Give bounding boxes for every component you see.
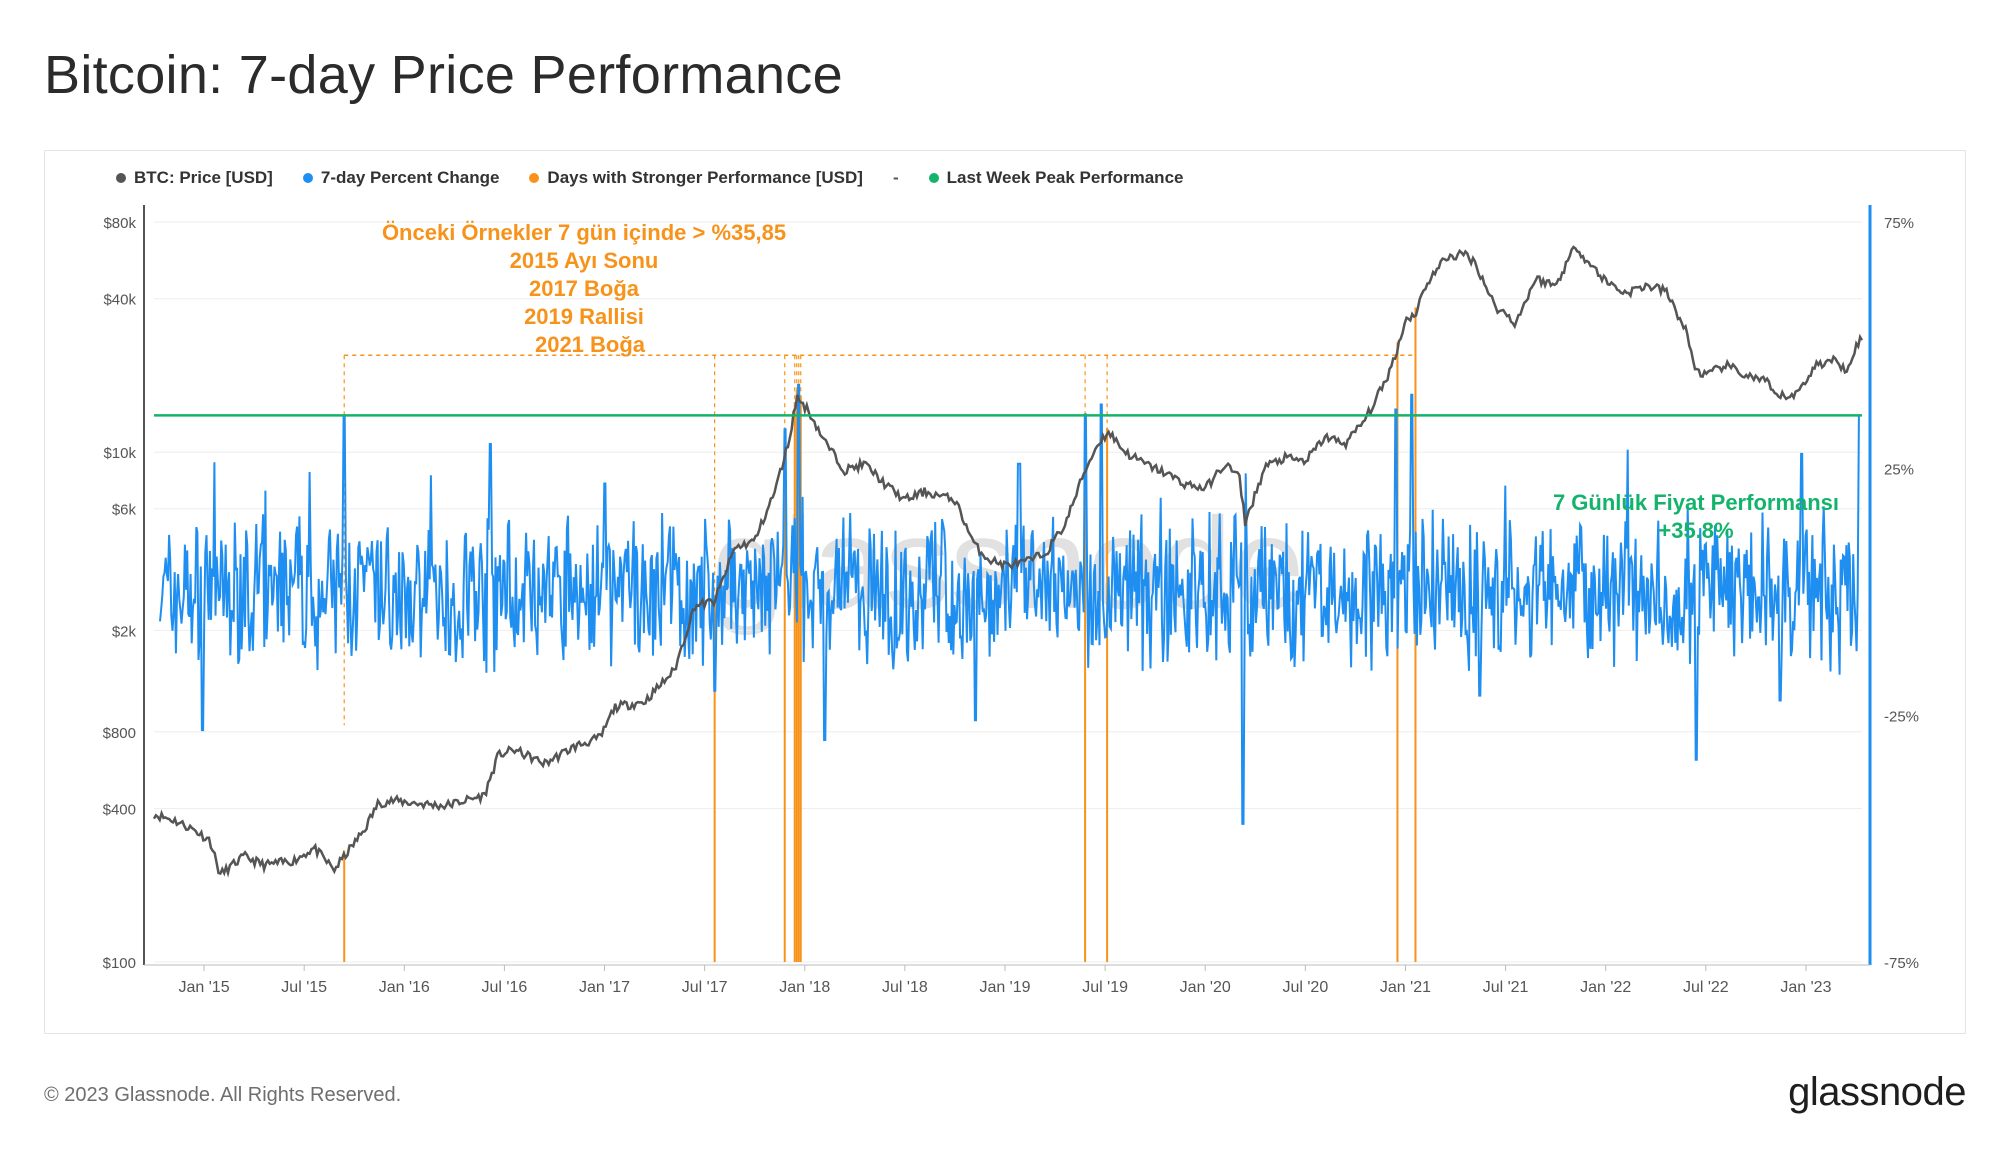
left-tick-label: $2k (112, 623, 137, 640)
x-tick-label: Jul '16 (482, 979, 528, 996)
brand-logo[interactable]: glassnode (1788, 1070, 1966, 1114)
x-tick-label: Jul '21 (1483, 979, 1529, 996)
left-tick-label: $6k (112, 502, 137, 519)
axes: $100 $400 $800 $2k $6k $10k $40k $80k 75% 25% -25%… (103, 205, 1919, 996)
pct-change-line (159, 383, 1860, 825)
annotation-green-line: 7 Günlük Fiyat Performansı (1553, 490, 1839, 515)
legend-label: Last Week Peak Performance (946, 168, 1184, 187)
right-tick-label: -25% (1884, 708, 1919, 725)
legend-item-price[interactable]: BTC: Price [USD] (116, 168, 273, 188)
btc-price-line (152, 245, 1864, 878)
x-tick-label: Jul '17 (682, 979, 728, 996)
legend-dot-icon (928, 173, 939, 183)
left-tick-label: $80k (103, 215, 136, 232)
grid-lines (154, 221, 1862, 963)
x-tick-label: Jul '15 (281, 979, 327, 996)
right-tick-label: -75% (1884, 955, 1919, 972)
x-tick-label: Jan '20 (1180, 979, 1231, 996)
chart-panel (44, 150, 1966, 1034)
left-tick-label: $800 (103, 725, 136, 742)
annotation-orange-line: 2021 Boğa (535, 332, 646, 357)
legend-label: Days with Stronger Performance [USD] (547, 168, 863, 187)
x-tick-label: Jul '19 (1082, 979, 1128, 996)
legend-item-stronger-days[interactable]: Days with Stronger Performance [USD] (529, 168, 863, 188)
x-tick-label: Jan '17 (579, 979, 630, 996)
x-tick-label: Jan '22 (1580, 979, 1631, 996)
annotation-orange-line: 2015 Ayı Sonu (510, 248, 659, 273)
legend-label: BTC: Price [USD] (134, 168, 273, 187)
x-tick-label: Jan '18 (779, 979, 830, 996)
price-series (152, 245, 1864, 878)
x-tick-label: Jan '23 (1780, 979, 1831, 996)
left-tick-label: $40k (103, 292, 136, 309)
right-tick-label: 75% (1884, 215, 1914, 232)
x-tick-label: Jan '16 (379, 979, 430, 996)
legend-dash: - (892, 168, 899, 187)
legend-dot-icon (529, 173, 540, 183)
legend-item-dash[interactable]: - (893, 168, 899, 188)
annotation-orange-line: 2017 Boğa (529, 276, 640, 301)
copyright-text: © 2023 Glassnode. All Rights Reserved. (44, 1084, 402, 1106)
annotation-orange-line: Önceki Örnekler 7 gün içinde > %35,85 (382, 220, 786, 245)
legend-item-pct-change[interactable]: 7-day Percent Change (302, 168, 500, 188)
x-tick-label: Jul '22 (1683, 979, 1729, 996)
pct-series (159, 383, 1860, 825)
x-tick-label: Jan '19 (979, 979, 1030, 996)
left-tick-label: $10k (103, 445, 136, 462)
page-title: Bitcoin: 7-day Price Performance (44, 45, 843, 105)
annotation-orange-line: 2019 Rallisi (524, 304, 644, 329)
left-tick-label: $100 (103, 955, 136, 972)
annotations: Önceki Örnekler 7 gün içinde > %35,85 201… (382, 220, 1839, 543)
x-tick-label: Jan '15 (179, 979, 230, 996)
left-tick-label: $400 (103, 802, 136, 819)
right-tick-label: 25% (1884, 462, 1914, 479)
legend-item-peak[interactable]: Last Week Peak Performance (928, 168, 1184, 188)
x-tick-label: Jul '18 (882, 979, 928, 996)
x-tick-label: Jul '20 (1282, 979, 1328, 996)
annotation-green-line: +35.8% (1658, 518, 1733, 543)
x-tick-label: Jan '21 (1380, 979, 1431, 996)
legend-dot-icon (116, 173, 126, 183)
chart-legend: BTC: Price [USD] 7-day Percent Change Da… (116, 168, 1183, 188)
legend-label: 7-day Percent Change (320, 168, 500, 187)
legend-dot-icon (302, 173, 313, 183)
